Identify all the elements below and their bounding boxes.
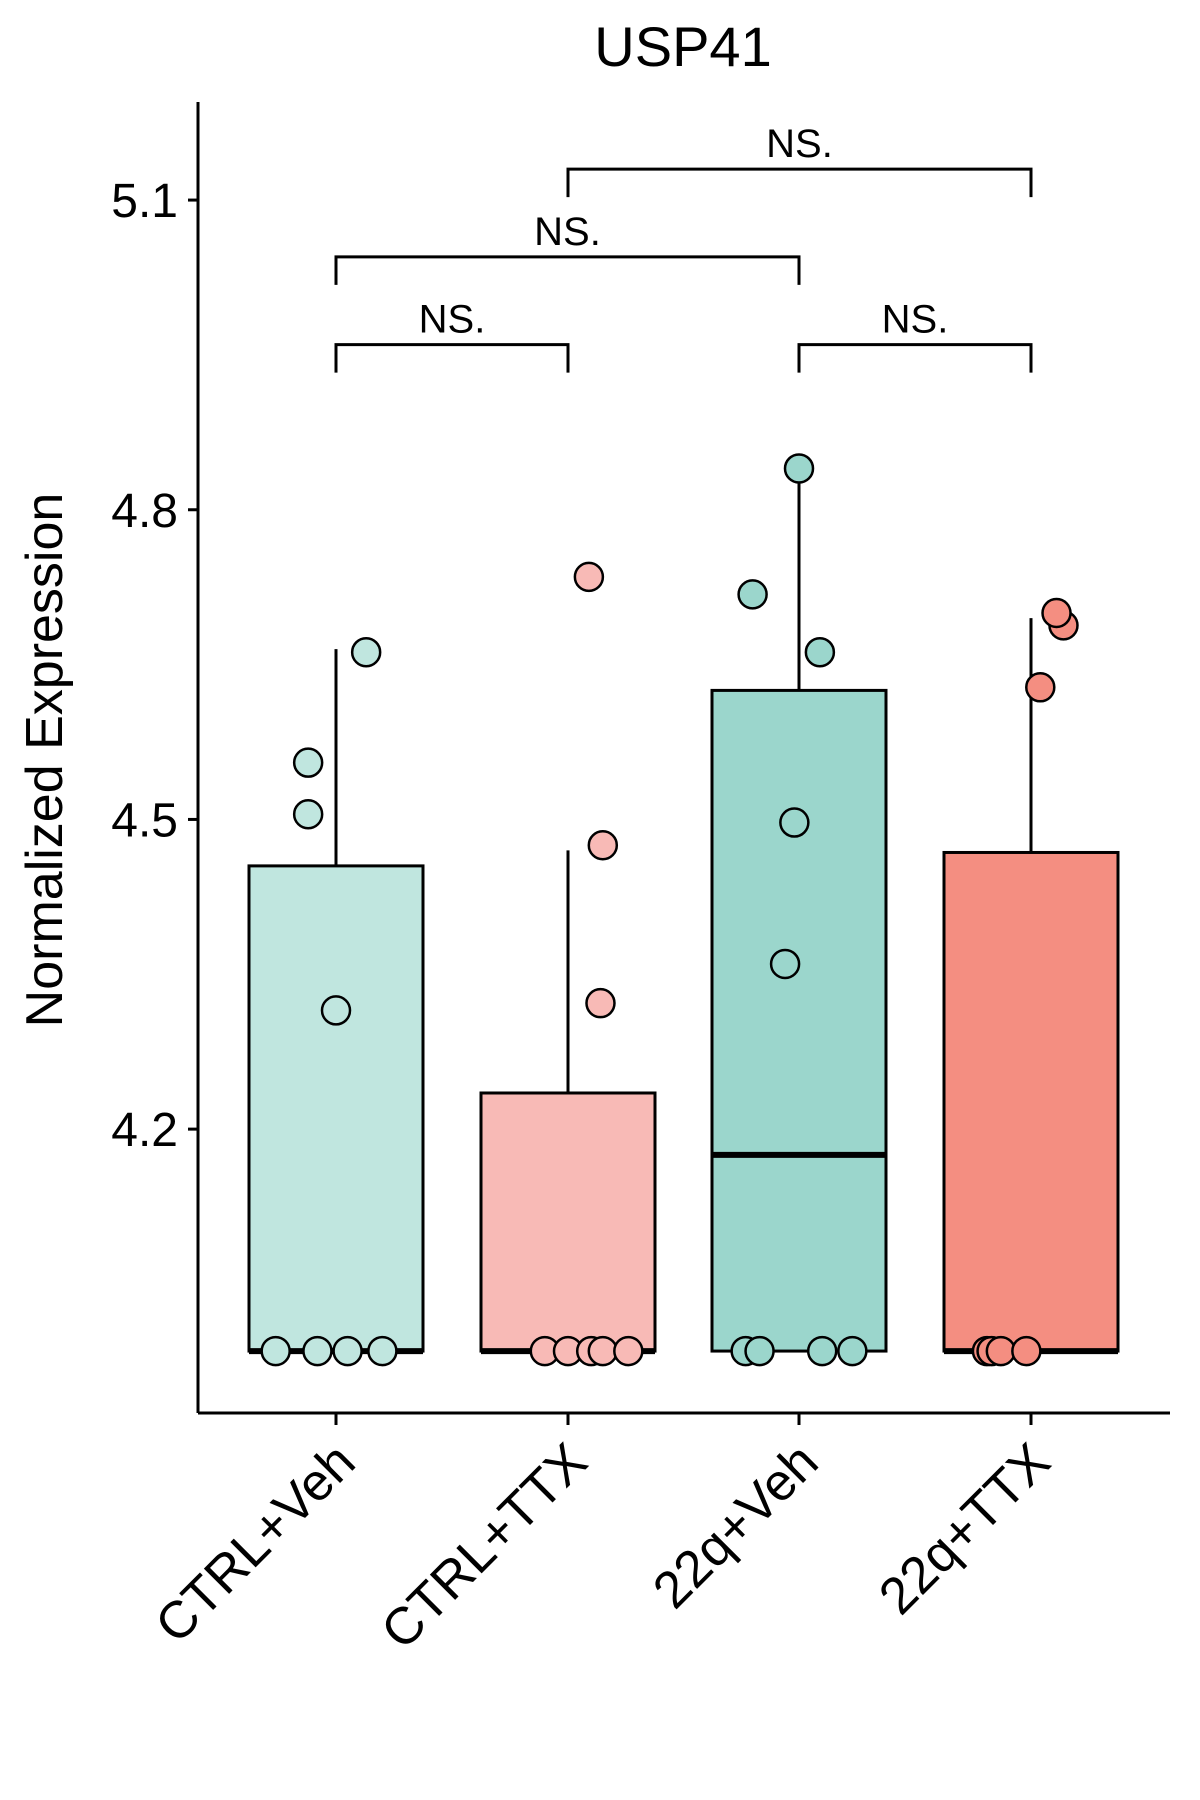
data-point xyxy=(332,1335,363,1367)
data-point xyxy=(320,995,352,1026)
data-point xyxy=(367,1335,398,1367)
data-point xyxy=(292,747,324,778)
data-point xyxy=(737,579,768,610)
box-CTRL+TTX xyxy=(479,1091,657,1353)
y-axis-label: Normalized Expression xyxy=(16,493,74,1028)
data-point xyxy=(779,807,810,838)
data-point xyxy=(1041,597,1072,629)
significance-bracket xyxy=(797,343,1033,373)
data-point xyxy=(985,1335,1017,1367)
data-point xyxy=(292,799,324,830)
significance-bracket xyxy=(566,167,1033,198)
significance-label: NS. xyxy=(534,210,601,254)
y-tick-label: 4.5 xyxy=(111,794,178,847)
x-tick-label: 22q+Veh xyxy=(642,1432,829,1619)
data-point xyxy=(769,948,801,980)
data-point xyxy=(587,1335,619,1367)
plot-area: 4.2 4.5 4.8 5.1 CTRL+Veh CTRL+TTX 22q+Veh 22q+T… xyxy=(111,102,1170,1660)
y-tick-label: 4.8 xyxy=(111,485,178,538)
box-CTRL+Veh xyxy=(247,864,425,1353)
data-point xyxy=(744,1335,775,1367)
y-tick-label: 4.2 xyxy=(111,1104,178,1157)
chart-title: USP41 xyxy=(594,15,771,78)
y-tick-label: 5.1 xyxy=(111,175,178,228)
data-point xyxy=(260,1335,291,1367)
data-point xyxy=(350,636,382,668)
x-tick-label: CTRL+TTX xyxy=(371,1432,599,1660)
significance-bracket xyxy=(334,255,801,285)
significance-bracket xyxy=(334,343,570,373)
significance-label: NS. xyxy=(882,298,949,342)
data-point xyxy=(783,453,815,484)
x-tick-label: CTRL+Veh xyxy=(145,1432,367,1654)
data-point xyxy=(837,1335,868,1367)
data-point xyxy=(585,987,616,1019)
data-point xyxy=(1011,1335,1042,1367)
box-22q+TTX xyxy=(942,850,1120,1353)
significance-label: NS. xyxy=(766,122,833,166)
data-point xyxy=(1025,672,1056,703)
significance-label: NS. xyxy=(419,298,486,342)
x-tick-label: 22q+TTX xyxy=(868,1432,1061,1625)
data-point xyxy=(587,829,619,861)
data-point xyxy=(804,636,836,668)
data-point xyxy=(806,1335,838,1367)
box-22q+Veh xyxy=(710,688,888,1353)
data-point xyxy=(573,561,605,593)
data-point xyxy=(302,1335,333,1367)
data-point xyxy=(613,1335,644,1367)
